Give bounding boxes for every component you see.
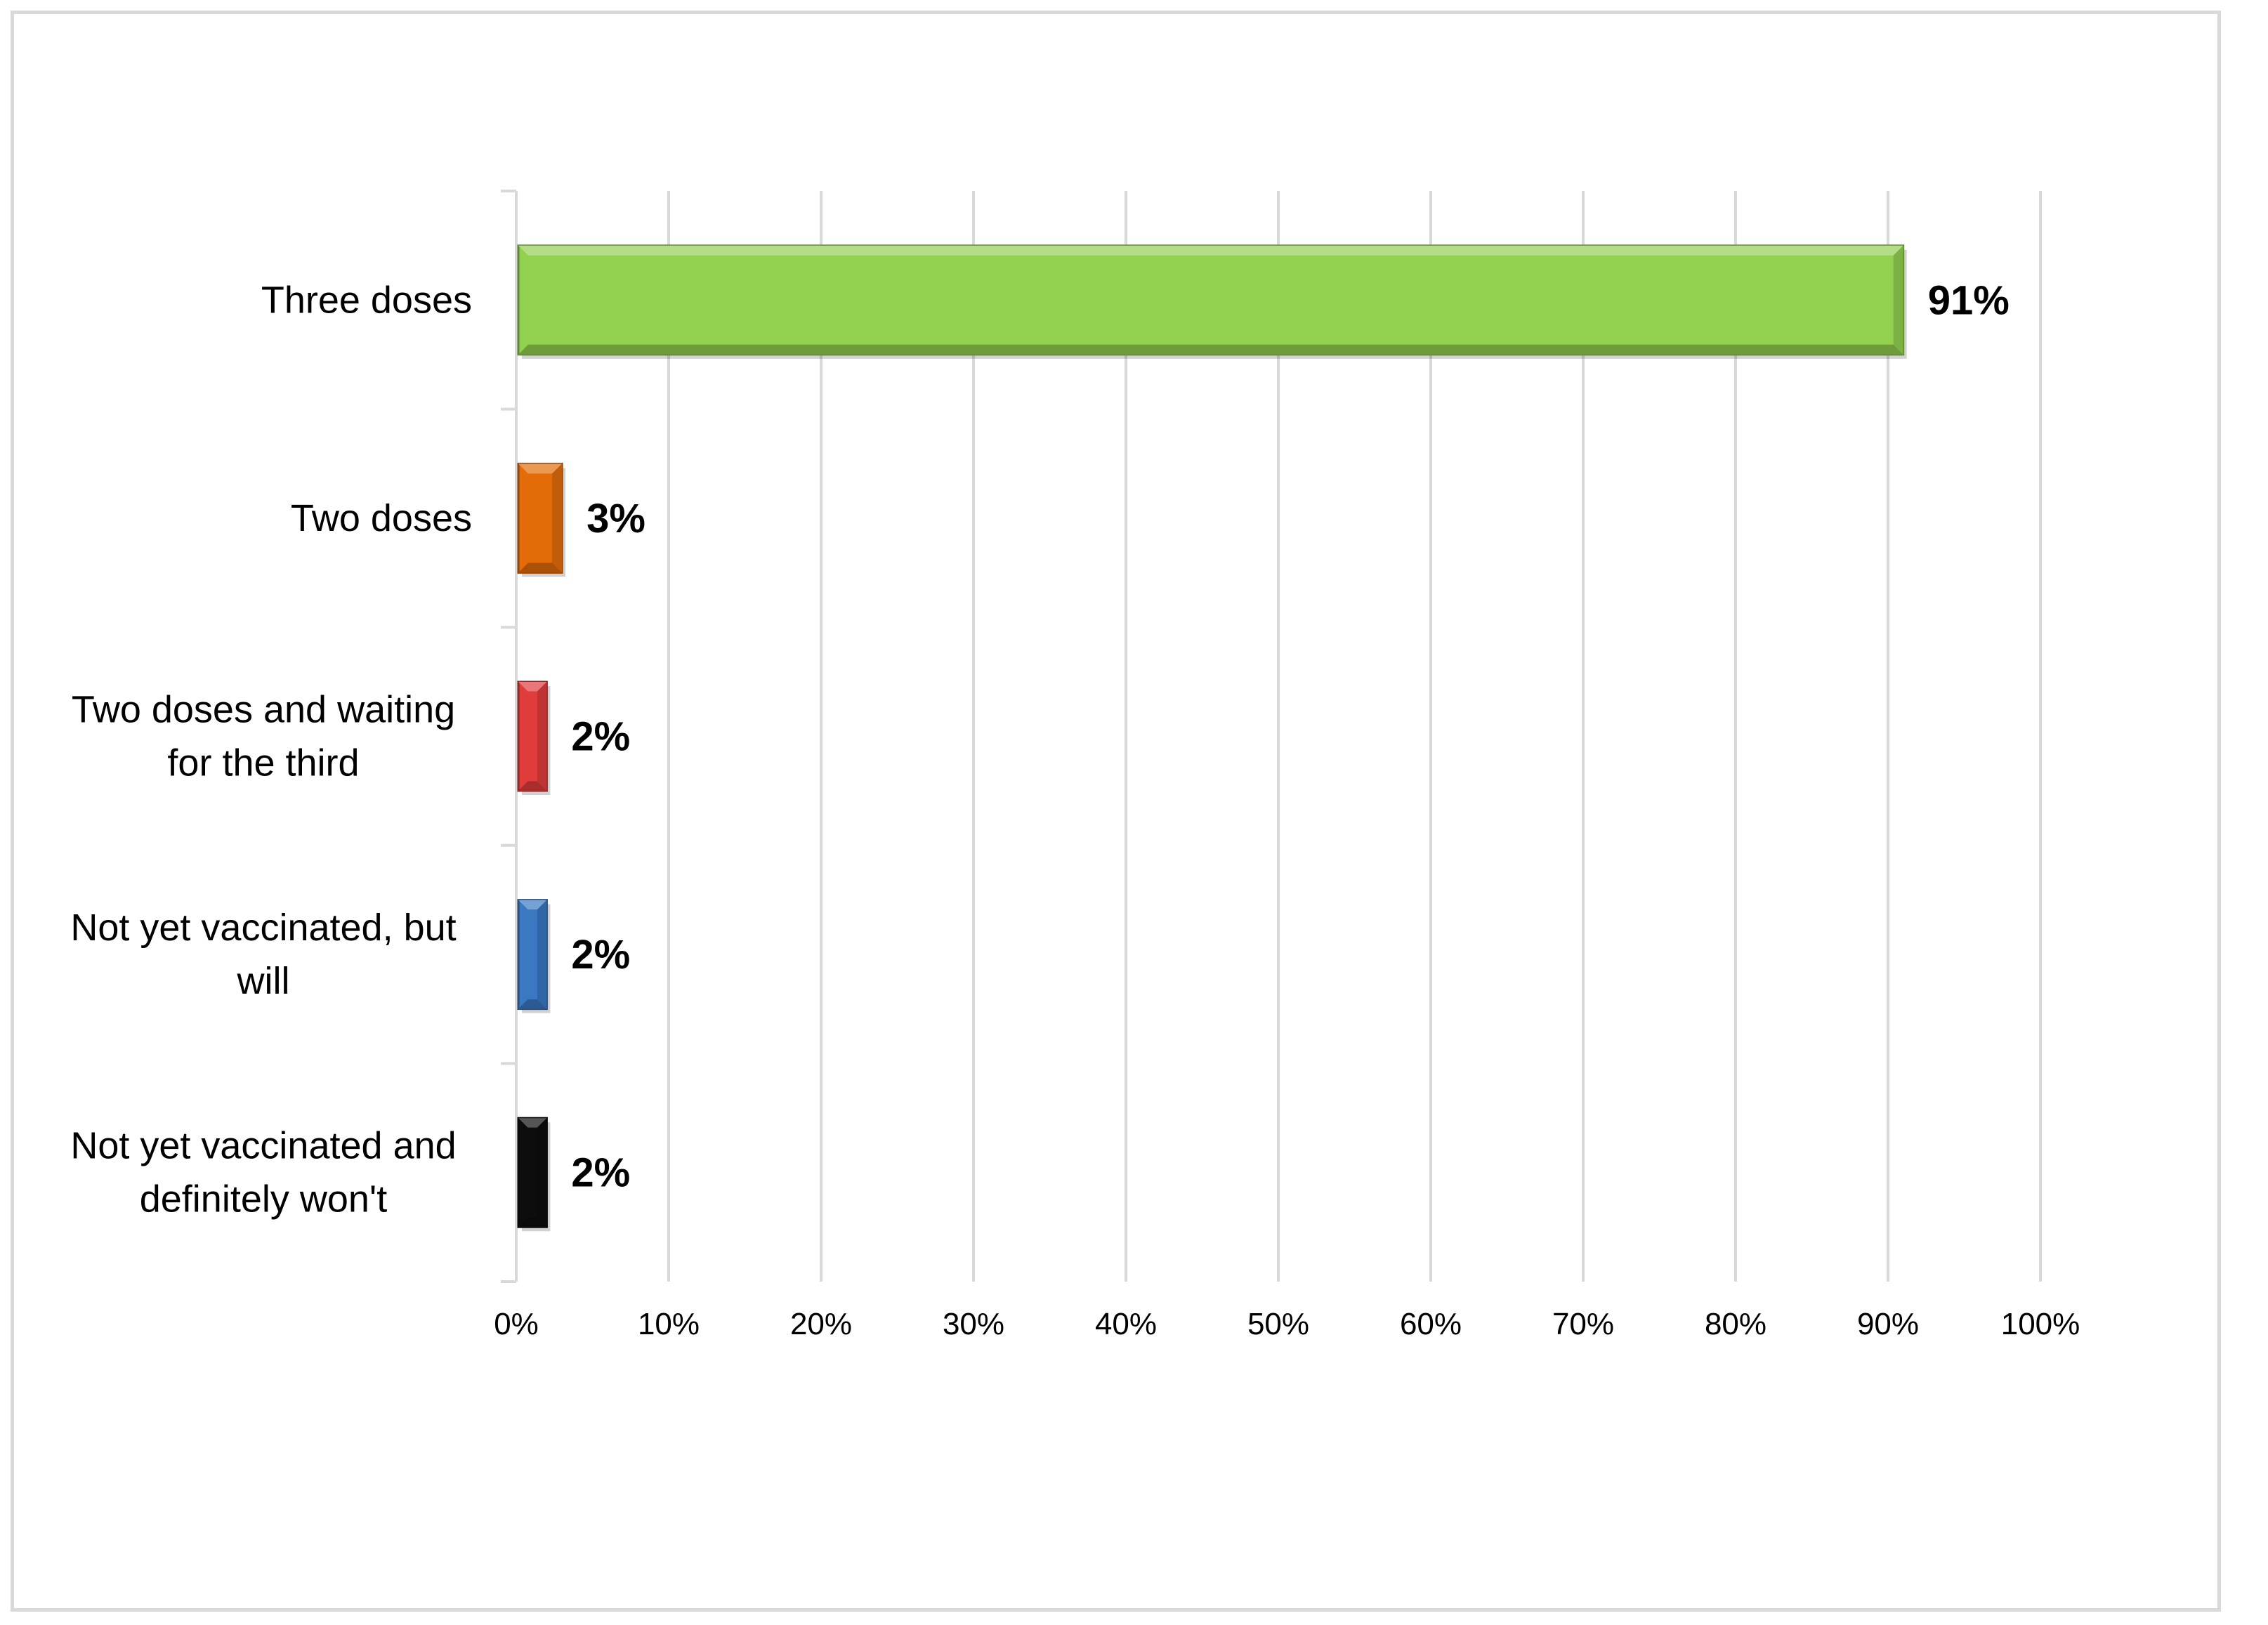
- labels: 0% 10% 20% 30% 40% 50% 60% 70% 80% 90% 100% 91% Thre…: [70, 277, 2080, 1341]
- bar-bevel-bottom: [518, 562, 563, 573]
- bar-bevel-right: [537, 1118, 547, 1228]
- x-tick-label: 30%: [943, 1307, 1004, 1341]
- bar-bevel-top: [518, 245, 1903, 256]
- bar-bevel-right: [552, 463, 563, 573]
- data-label: 91%: [1928, 277, 2010, 323]
- x-tick-label: 50%: [1247, 1307, 1309, 1341]
- category-label: Three doses: [261, 279, 472, 321]
- x-tick-label: 10%: [638, 1307, 700, 1341]
- category-label: Two doses: [291, 497, 472, 539]
- bars: [517, 244, 1907, 1232]
- data-label: 3%: [586, 496, 645, 541]
- data-label: 2%: [571, 932, 630, 978]
- x-tick-label: 20%: [790, 1307, 852, 1341]
- x-tick-label: 40%: [1095, 1307, 1157, 1341]
- category-label: for the third: [167, 742, 359, 784]
- x-tick-label: 90%: [1857, 1307, 1919, 1341]
- data-label: 2%: [571, 714, 630, 760]
- gridlines: [667, 191, 2042, 1282]
- x-tick-label: 0%: [494, 1307, 539, 1341]
- category-label: definitely won't: [140, 1178, 388, 1221]
- bar-bevel-top: [518, 463, 563, 474]
- category-label: will: [237, 960, 290, 1002]
- axes: [501, 190, 518, 1283]
- bar: [517, 244, 1905, 356]
- bar-bevel-right: [537, 900, 547, 1009]
- bar-bevel-bottom: [518, 344, 1903, 355]
- category-label: Not yet vaccinated, but: [70, 907, 456, 949]
- category-label: Two doses and waiting: [72, 689, 455, 731]
- bar-bevel-right: [1893, 245, 1903, 355]
- x-tick-label: 80%: [1705, 1307, 1766, 1341]
- bar-bevel-right: [537, 682, 547, 791]
- x-tick-label: 60%: [1400, 1307, 1462, 1341]
- x-tick-label: 100%: [2001, 1307, 2080, 1341]
- x-tick-label: 70%: [1552, 1307, 1614, 1341]
- category-label: Not yet vaccinated and: [70, 1125, 456, 1167]
- data-label: 2%: [571, 1150, 630, 1196]
